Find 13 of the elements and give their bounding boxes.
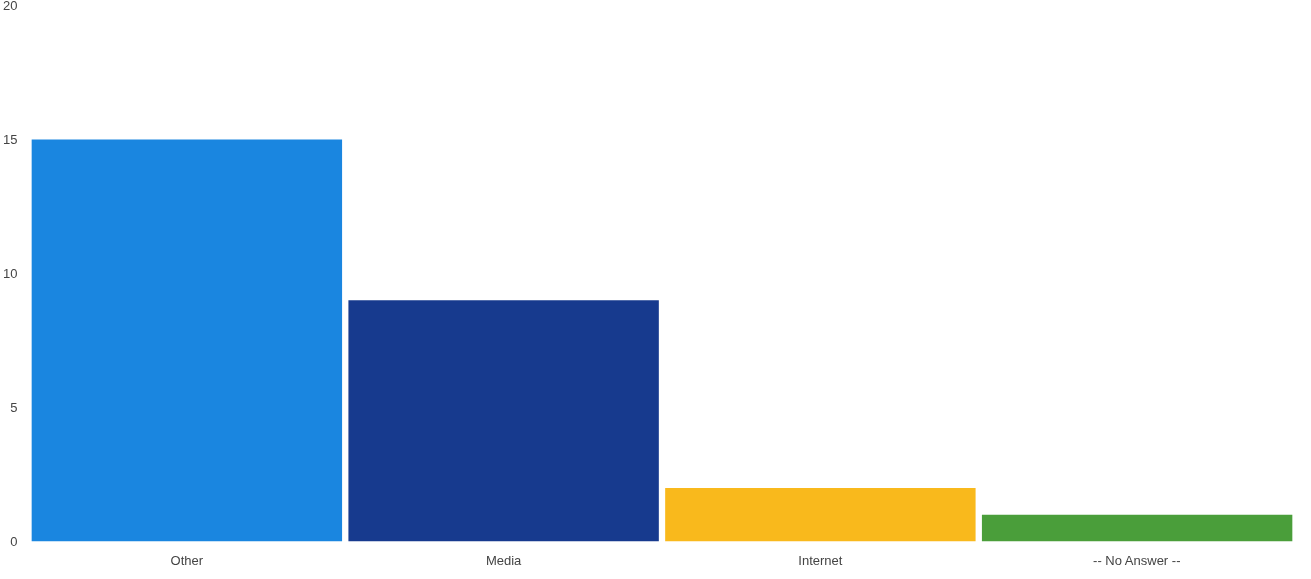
x-tick-label: -- No Answer -- [1093, 552, 1181, 568]
bar [348, 300, 659, 542]
y-tick-label: 15 [3, 132, 18, 147]
bar [665, 487, 976, 542]
y-tick-label: 5 [10, 400, 18, 415]
x-tick-label: Media [485, 552, 523, 568]
bar [981, 514, 1293, 542]
y-tick-label: 20 [3, 0, 18, 13]
y-tick-label: 0 [10, 534, 18, 549]
x-tick-label: Internet [798, 552, 843, 568]
x-tick-label: Other [170, 552, 204, 568]
bar [31, 139, 343, 542]
y-tick-label: 10 [3, 266, 18, 281]
